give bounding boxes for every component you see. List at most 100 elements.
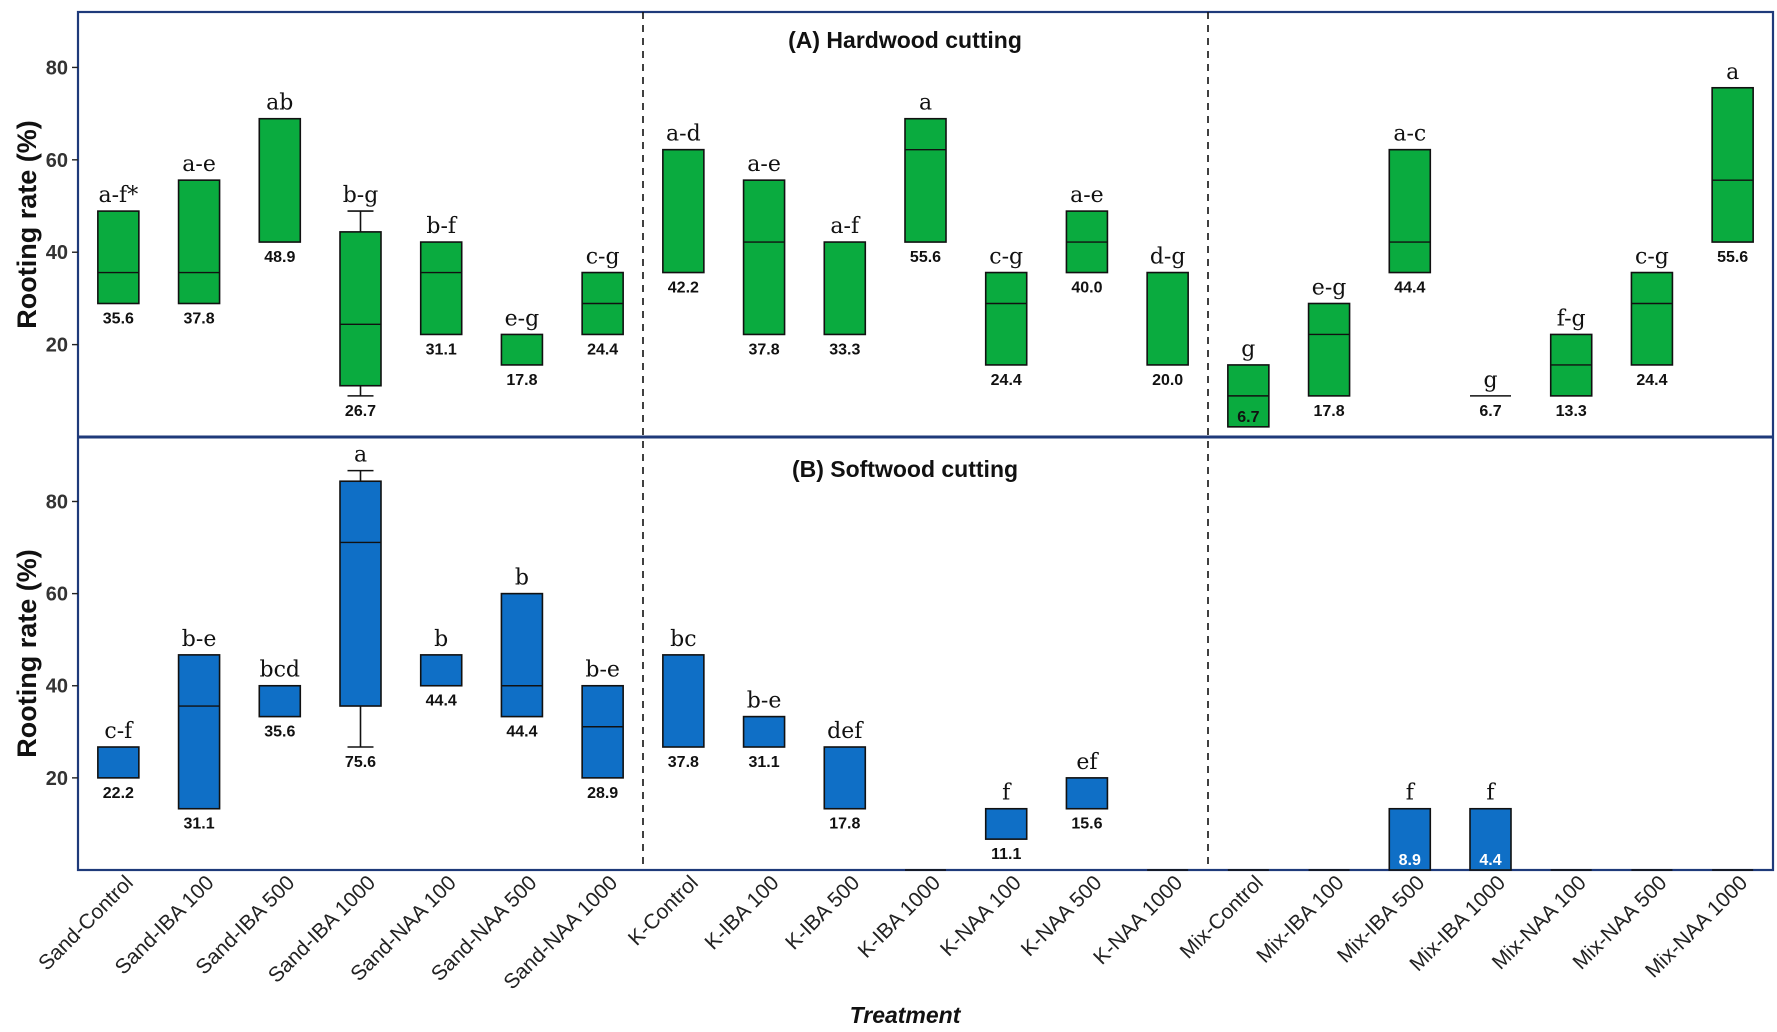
box-rect <box>1469 807 1512 871</box>
significance-letter: e-g <box>505 306 540 331</box>
box-rect <box>984 271 1028 366</box>
mean-value-label: 17.8 <box>1314 403 1345 420</box>
mean-value-label: 22.2 <box>103 785 134 802</box>
box-rect <box>1388 148 1432 274</box>
significance-letter: c-g <box>989 245 1023 270</box>
significance-letter: g <box>1241 337 1255 362</box>
significance-letter: a-c <box>1393 122 1426 147</box>
mean-value-label: 44.4 <box>506 724 537 741</box>
significance-letter: g <box>1483 368 1497 393</box>
mean-value-label: 24.4 <box>1636 372 1667 389</box>
panel-a-title: (A) Hardwood cutting <box>788 27 1022 53</box>
box-rect <box>97 746 140 779</box>
mean-value-label: 17.8 <box>829 816 860 833</box>
box-rect <box>419 241 463 336</box>
x-tick-label: K-NAA 500 <box>1017 871 1107 961</box>
significance-letter: f <box>1406 781 1416 806</box>
box-b-7 <box>581 684 624 779</box>
significance-letter: bc <box>670 627 696 652</box>
mean-value-label: 42.2 <box>668 280 699 297</box>
box-b-6 <box>500 592 544 718</box>
box-b-3 <box>258 684 302 718</box>
significance-letter: a <box>354 443 367 468</box>
significance-letter: f <box>1486 781 1496 806</box>
significance-letter: c-g <box>586 245 620 270</box>
box-a-5 <box>419 241 463 336</box>
significance-letter: a <box>919 91 932 116</box>
mean-value-label: 26.7 <box>345 403 376 420</box>
significance-letter: a-f <box>830 214 861 239</box>
box-rect <box>662 148 705 274</box>
mean-value-label: 4.4 <box>1479 852 1501 869</box>
mean-value-label: 33.3 <box>829 341 860 358</box>
box-a-6 <box>500 333 544 366</box>
mean-value-label: 37.8 <box>749 341 780 358</box>
mean-value-label: 6.7 <box>1479 403 1501 420</box>
significance-letter: ef <box>1076 750 1099 775</box>
x-tick-label: K-NAA 100 <box>936 871 1026 961</box>
significance-letter: a <box>1726 60 1739 85</box>
box-rect <box>177 179 221 305</box>
x-tick-label: K-IBA 100 <box>700 871 783 954</box>
significance-letter: e-g <box>1312 275 1347 300</box>
y-tick-label-b: 60 <box>46 584 68 606</box>
box-a-15 <box>1227 364 1270 428</box>
box-a-19 <box>1549 333 1593 397</box>
significance-letter: f-g <box>1557 306 1586 331</box>
mean-value-label: 28.9 <box>587 785 618 802</box>
x-tick-label: K-IBA 500 <box>781 871 864 954</box>
significance-letter: c-g <box>1635 245 1669 270</box>
box-rect <box>742 715 786 748</box>
box-rect <box>339 231 382 387</box>
significance-letter: a-d <box>666 122 701 147</box>
significance-letter: a-e <box>1070 183 1104 208</box>
box-rect <box>1065 777 1109 810</box>
box-rect <box>258 117 302 243</box>
panel-b-title: (B) Softwood cutting <box>792 456 1018 482</box>
box-a-3 <box>258 117 302 243</box>
box-a-7 <box>581 271 624 336</box>
box-rect <box>1307 302 1351 397</box>
mean-value-label: 37.8 <box>668 754 699 771</box>
box-b-13 <box>1065 777 1109 810</box>
significance-letter: b-e <box>585 658 620 683</box>
mean-value-label: 55.6 <box>1717 249 1748 266</box>
x-tick-label: K-Control <box>624 871 703 950</box>
mean-value-label: 20.0 <box>1152 372 1183 389</box>
box-rect <box>1388 807 1432 871</box>
x-tick-label: K-IBA 1000 <box>854 871 945 962</box>
mean-value-label: 31.1 <box>749 754 780 771</box>
box-b-10 <box>823 746 867 810</box>
box-rect <box>823 241 867 336</box>
mean-value-label: 15.6 <box>1071 816 1102 833</box>
box-a-13 <box>1065 210 1109 274</box>
mean-value-label: 8.9 <box>1399 852 1421 869</box>
mean-value-label: 11.1 <box>991 846 1021 863</box>
y-tick-label-a: 80 <box>46 57 68 79</box>
box-a-8 <box>662 148 705 274</box>
y-axis-label-b: Rooting rate (%) <box>12 549 42 758</box>
y-tick-label-a: 60 <box>46 150 68 172</box>
box-rect <box>1630 271 1674 366</box>
box-rect <box>500 333 544 366</box>
mean-value-label: 40.0 <box>1071 280 1102 297</box>
box-rect <box>742 179 786 336</box>
mean-value-label: 24.4 <box>587 341 618 358</box>
significance-letter: b-g <box>343 183 379 208</box>
box-b-12 <box>984 807 1028 840</box>
significance-letter: a-e <box>182 152 216 177</box>
box-a-14 <box>1146 271 1189 366</box>
y-axis-label-a: Rooting rate (%) <box>12 120 42 329</box>
mean-value-label: 55.6 <box>910 249 941 266</box>
box-a-2 <box>177 179 221 305</box>
significance-letter: c-f <box>104 719 134 744</box>
box-rect <box>823 746 867 810</box>
mean-value-label: 44.4 <box>1394 280 1425 297</box>
box-b-8 <box>662 654 705 748</box>
mean-value-label: 37.8 <box>184 310 215 327</box>
box-a-11 <box>904 117 947 243</box>
box-b-2 <box>177 654 221 810</box>
box-rect <box>904 117 947 243</box>
box-rect <box>339 480 382 707</box>
